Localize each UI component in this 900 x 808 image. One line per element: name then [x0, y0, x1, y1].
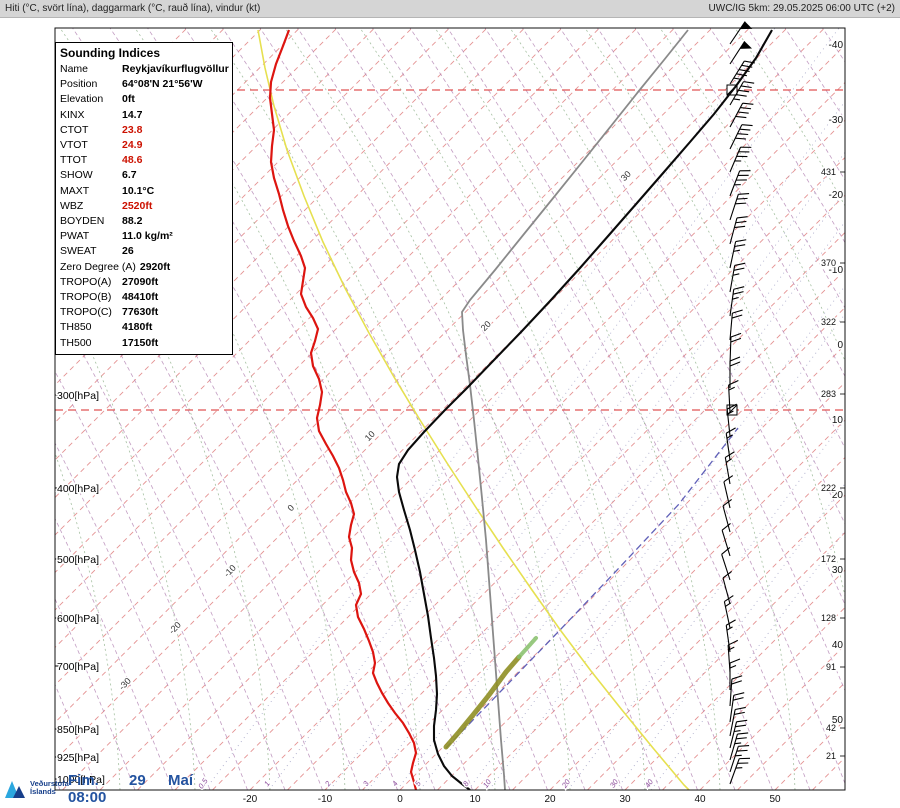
vedurstofa-logo-icon [5, 781, 25, 798]
svg-text:91: 91 [826, 662, 836, 672]
svg-text:-20: -20 [829, 190, 844, 201]
indices-title: Sounding Indices [60, 46, 161, 60]
svg-text:850[hPa]: 850[hPa] [57, 724, 99, 736]
svg-text:300[hPa]: 300[hPa] [57, 390, 99, 402]
svg-text:322: 322 [821, 317, 836, 327]
svg-text:10: 10 [469, 794, 481, 805]
indices-row: TROPO(C) 77630ft [60, 306, 159, 319]
svg-text:20: 20 [559, 777, 572, 790]
indices-row: CTOT 23.8 [60, 123, 143, 136]
selected-date[interactable]: 29 [129, 772, 146, 789]
temperature-curve [395, 29, 773, 790]
indices-row: MAXT 10.1°C [60, 184, 155, 197]
svg-text:30: 30 [608, 777, 621, 790]
svg-text:128: 128 [821, 613, 836, 623]
svg-text:700[hPa]: 700[hPa] [57, 661, 99, 673]
svg-text:30: 30 [619, 794, 631, 805]
svg-text:-30: -30 [829, 115, 844, 126]
svg-text:283: 283 [821, 389, 836, 399]
yellow-curve [257, 29, 690, 790]
svg-text:50: 50 [769, 794, 781, 805]
indices-row: Name Reykjavíkurflugvöllur [60, 63, 229, 75]
svg-text:925[hPa]: 925[hPa] [57, 752, 99, 764]
sounding-indices-panel: Sounding Indices Name Reykjavíkurflugvöll… [55, 42, 233, 355]
chart-legend-text: Hiti (°C, svört lína), daggarmark (°C, r… [5, 3, 261, 14]
indices-row: VTOT 24.9 [60, 139, 143, 152]
indices-row: TTOT 48.6 [60, 154, 143, 167]
wind-barbs [721, 21, 756, 785]
svg-text:21: 21 [826, 751, 836, 761]
parcel-olive-segment [443, 654, 522, 750]
indices-row: Zero Degree (A) 2920ft [60, 260, 171, 273]
svg-text:10: 10 [363, 429, 377, 443]
svg-text:400[hPa]: 400[hPa] [57, 483, 99, 495]
dewpoint-curve [268, 29, 418, 790]
svg-text:0: 0 [397, 794, 403, 805]
indices-row: Position 64°08'N 21°56'W [60, 78, 203, 91]
svg-text:500[hPa]: 500[hPa] [57, 554, 99, 566]
svg-text:4: 4 [390, 779, 400, 788]
time-selector: Veðurstofa Íslands Fim. 29 Maí 08:00 [0, 770, 240, 808]
indices-row: BOYDEN 88.2 [60, 215, 143, 228]
indices-row: TH850 4180ft [60, 321, 153, 334]
svg-text:-40: -40 [829, 40, 844, 51]
selected-day[interactable]: Fim. [68, 772, 99, 789]
indices-rows: Name Reykjavíkurflugvöllur Position 64°08'N… [56, 62, 232, 351]
svg-text:-20: -20 [167, 620, 183, 636]
sounding-curves [257, 29, 773, 790]
indices-row: SWEAT 26 [60, 245, 134, 258]
header-bar: Hiti (°C, svört lína), daggarmark (°C, r… [0, 0, 900, 18]
svg-text:600[hPa]: 600[hPa] [57, 613, 99, 625]
svg-text:10: 10 [832, 415, 844, 426]
plot-frame [54, 27, 846, 791]
svg-text:20: 20 [544, 794, 556, 805]
indices-row: PWAT 11.0 kg/m² [60, 230, 173, 243]
svg-text:2: 2 [322, 779, 333, 789]
svg-text:10: 10 [481, 777, 494, 790]
svg-text:-20: -20 [243, 794, 258, 805]
indices-row: SHOW 6.7 [60, 169, 137, 182]
svg-text:40: 40 [832, 640, 844, 651]
indices-row: WBZ 2520ft [60, 199, 153, 212]
svg-text:1: 1 [262, 779, 272, 788]
svg-text:0: 0 [837, 340, 843, 351]
svg-text:431: 431 [821, 167, 836, 177]
selected-time[interactable]: 08:00 [68, 789, 107, 806]
skewt-grid [55, 28, 845, 790]
svg-text:30: 30 [832, 565, 844, 576]
vedurstofa-logo-text: Veðurstofa Íslands [30, 780, 69, 796]
reference-gray-curve [461, 29, 689, 790]
indices-row: KINX 14.7 [60, 108, 143, 121]
svg-text:20: 20 [832, 490, 844, 501]
indices-row: TROPO(A) 27090ft [60, 275, 159, 288]
svg-text:50: 50 [832, 715, 844, 726]
indices-row: TH500 17150ft [60, 336, 159, 349]
svg-text:40: 40 [694, 794, 706, 805]
indices-row: Elevation 0ft [60, 93, 135, 106]
svg-text:1000[hPa]: 1000[hPa] [57, 774, 105, 786]
logo-line1: Veðurstofa [30, 779, 69, 788]
indices-row: TROPO(B) 48410ft [60, 291, 159, 304]
svg-text:172: 172 [821, 554, 836, 564]
svg-text:42: 42 [826, 723, 836, 733]
mixing-highlight-line [445, 427, 739, 749]
parcel-green-segment [517, 636, 538, 659]
svg-text:-10: -10 [318, 794, 333, 805]
svg-text:-30: -30 [117, 676, 133, 692]
svg-text:20: 20 [479, 319, 493, 333]
svg-text:-10: -10 [222, 563, 238, 579]
svg-text:-10: -10 [829, 265, 844, 276]
svg-text:370: 370 [821, 258, 836, 268]
svg-text:222: 222 [821, 483, 836, 493]
selected-month[interactable]: Maí [168, 772, 194, 789]
logo-line2: Íslands [30, 787, 56, 796]
svg-text:0: 0 [286, 503, 297, 514]
model-run-text: UWC/IG 5km: 29.05.2025 06:00 UTC (+2) [708, 3, 895, 14]
